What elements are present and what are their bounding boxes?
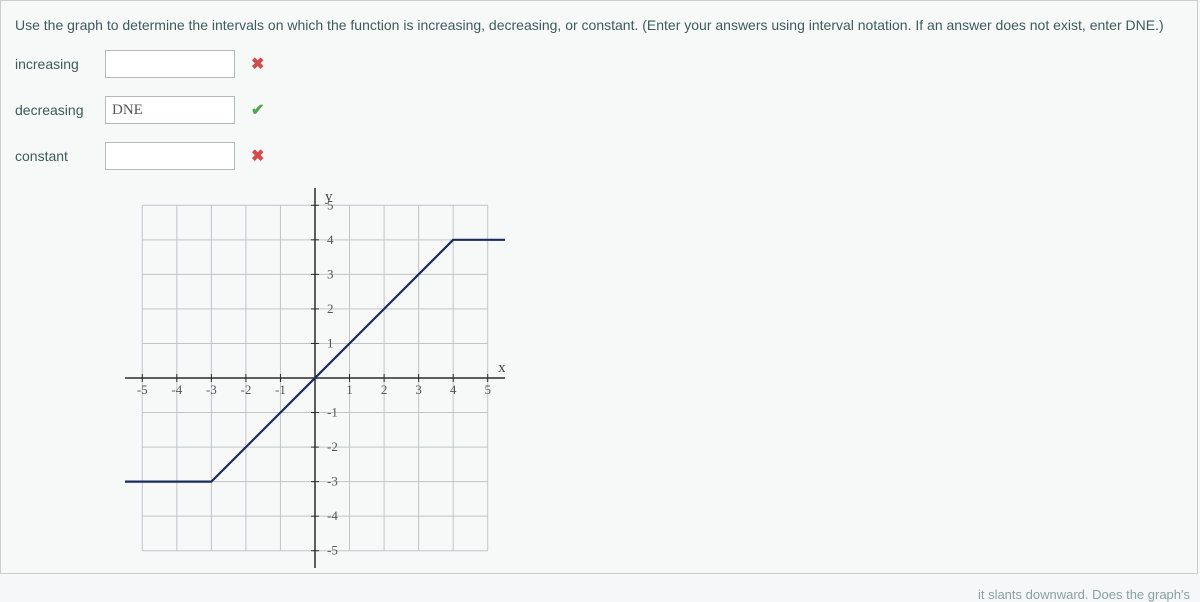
svg-text:-5: -5 (327, 543, 338, 558)
check-icon: ✔ (251, 100, 264, 120)
svg-text:-2: -2 (327, 439, 338, 454)
label-decreasing: decreasing (15, 102, 105, 118)
svg-text:-3: -3 (206, 382, 217, 397)
svg-text:2: 2 (381, 382, 388, 397)
function-graph: -5-4-3-2-112345-5-4-3-2-112345xy (125, 188, 505, 568)
cross-icon: ✖ (251, 146, 264, 166)
svg-text:3: 3 (415, 382, 422, 397)
svg-text:-4: -4 (327, 508, 338, 523)
cross-icon: ✖ (251, 54, 264, 74)
footer-hint: it slants downward. Does the graph's (978, 587, 1190, 602)
graph-area: -5-4-3-2-112345-5-4-3-2-112345xy (125, 188, 1183, 573)
label-constant: constant (15, 148, 105, 164)
svg-text:y: y (325, 189, 333, 205)
input-decreasing[interactable] (105, 96, 235, 124)
input-constant[interactable] (105, 142, 235, 170)
svg-text:4: 4 (450, 382, 457, 397)
label-increasing: increasing (15, 56, 105, 72)
svg-text:-3: -3 (327, 474, 338, 489)
svg-text:1: 1 (327, 335, 334, 350)
svg-text:-1: -1 (275, 382, 286, 397)
svg-text:3: 3 (327, 266, 334, 281)
svg-text:2: 2 (327, 301, 334, 316)
svg-text:-1: -1 (327, 405, 338, 420)
row-decreasing: decreasing ✔ (15, 96, 1183, 124)
question-text: Use the graph to determine the intervals… (15, 15, 1183, 36)
svg-text:5: 5 (484, 382, 491, 397)
row-increasing: increasing ✖ (15, 50, 1183, 78)
input-increasing[interactable] (105, 50, 235, 78)
svg-text:x: x (498, 360, 505, 376)
svg-text:4: 4 (327, 232, 334, 247)
svg-text:-2: -2 (240, 382, 251, 397)
svg-text:1: 1 (346, 382, 353, 397)
svg-text:-4: -4 (171, 382, 182, 397)
svg-text:-5: -5 (137, 382, 148, 397)
row-constant: constant ✖ (15, 142, 1183, 170)
